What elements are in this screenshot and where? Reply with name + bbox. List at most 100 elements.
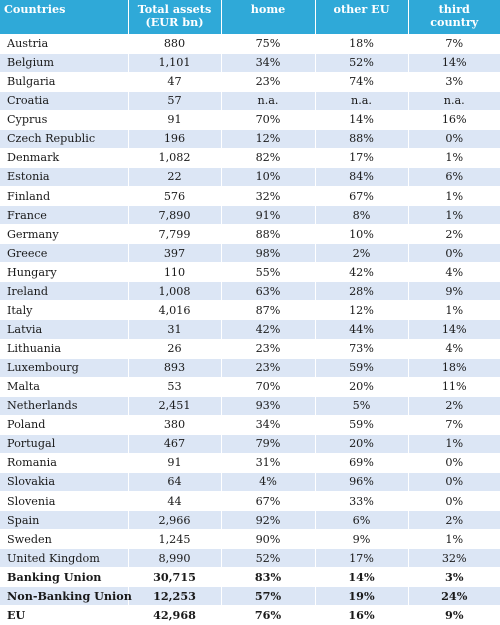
other-eu-cell: 5%	[315, 395, 409, 416]
third-country-cell: 2%	[408, 224, 500, 244]
third-country-cell: 2%	[408, 510, 500, 530]
country-cell: Spain	[0, 510, 129, 530]
other-eu-cell: 28%	[315, 281, 409, 301]
header-other-eu-label: other EU	[333, 2, 390, 16]
other-eu-cell: 2%	[315, 243, 409, 263]
table-row: Germany 7,799 88% 10% 2%	[0, 224, 500, 244]
country-cell: Italy	[0, 300, 129, 320]
table-row: Denmark 1,082 82% 17% 1%	[0, 147, 500, 168]
third-country-cell: 14%	[408, 52, 500, 73]
other-eu-cell: 10%	[315, 224, 409, 244]
total-assets-cell: 91	[128, 109, 222, 130]
country-cell: Croatia	[0, 90, 129, 111]
total-row: EU 42,968 76% 16% 9%	[0, 605, 500, 625]
country-cell: Malta	[0, 376, 129, 397]
other-eu-cell: 17%	[315, 147, 409, 168]
third-country-cell: 0%	[408, 243, 500, 263]
table-row: Italy 4,016 87% 12% 1%	[0, 300, 500, 320]
home-cell: 90%	[221, 529, 316, 549]
total-assets-cell: 7,890	[128, 205, 222, 225]
third-country-cell: 32%	[408, 548, 500, 568]
other-eu-cell: 96%	[315, 471, 409, 492]
total-assets-cell: 110	[128, 262, 222, 282]
third-country-cell: 3%	[408, 71, 500, 92]
total-assets-cell: 12,253	[128, 586, 222, 606]
table-row: Belgium 1,101 34% 52% 14%	[0, 52, 500, 73]
total-assets-cell: 44	[128, 490, 222, 511]
table-row: Hungary 110 55% 42% 4%	[0, 262, 500, 282]
country-cell: United Kingdom	[0, 548, 129, 568]
third-country-cell: 3%	[408, 567, 500, 587]
total-assets-cell: 196	[128, 128, 222, 149]
total-assets-cell: 1,101	[128, 52, 222, 73]
other-eu-cell: 19%	[315, 586, 409, 606]
home-cell: 88%	[221, 224, 316, 244]
third-country-cell: 4%	[408, 262, 500, 282]
home-cell: 10%	[221, 166, 316, 187]
home-cell: 23%	[221, 338, 316, 359]
third-country-cell: 7%	[408, 33, 500, 54]
total-assets-cell: 42,968	[128, 605, 222, 625]
country-cell: Luxembourg	[0, 357, 129, 378]
other-eu-cell: 17%	[315, 548, 409, 568]
other-eu-cell: 14%	[315, 109, 409, 130]
home-cell: 63%	[221, 281, 316, 301]
third-country-cell: 7%	[408, 414, 500, 435]
home-cell: 76%	[221, 605, 316, 625]
total-assets-cell: 31	[128, 319, 222, 339]
header-total-assets-line1: Total assets	[137, 2, 212, 16]
header-home: home	[221, 0, 316, 34]
home-cell: 87%	[221, 300, 316, 320]
third-country-cell: 2%	[408, 395, 500, 416]
other-eu-cell: 12%	[315, 300, 409, 320]
table-row: United Kingdom 8,990 52% 17% 32%	[0, 548, 500, 568]
other-eu-cell: 6%	[315, 510, 409, 530]
table-row: Latvia 31 42% 44% 14%	[0, 319, 500, 339]
total-assets-cell: 57	[128, 90, 222, 111]
header-countries-label: Countries	[4, 2, 66, 16]
country-cell: Banking Union	[0, 567, 129, 587]
header-third-country-line2: country	[430, 15, 479, 29]
total-assets-cell: 64	[128, 471, 222, 492]
home-cell: 32%	[221, 185, 316, 206]
total-assets-cell: 576	[128, 185, 222, 206]
third-country-cell: 6%	[408, 166, 500, 187]
country-cell: Germany	[0, 224, 129, 244]
total-assets-cell: 22	[128, 166, 222, 187]
total-assets-cell: 2,966	[128, 510, 222, 530]
total-assets-cell: 91	[128, 452, 222, 473]
header-other-eu: other EU	[315, 0, 409, 34]
third-country-cell: 0%	[408, 490, 500, 511]
home-cell: 82%	[221, 147, 316, 168]
home-cell: 31%	[221, 452, 316, 473]
total-assets-cell: 53	[128, 376, 222, 397]
home-cell: 93%	[221, 395, 316, 416]
total-assets-cell: 7,799	[128, 224, 222, 244]
header-total-assets-line2: (EUR bn)	[145, 15, 204, 29]
other-eu-cell: 20%	[315, 433, 409, 454]
home-cell: 57%	[221, 586, 316, 606]
third-country-cell: 24%	[408, 586, 500, 606]
table-row: Estonia 22 10% 84% 6%	[0, 166, 500, 187]
total-assets-cell: 8,990	[128, 548, 222, 568]
third-country-cell: 11%	[408, 376, 500, 397]
country-cell: Estonia	[0, 166, 129, 187]
home-cell: n.a.	[221, 90, 316, 111]
other-eu-cell: 84%	[315, 166, 409, 187]
country-cell: Romania	[0, 452, 129, 473]
home-cell: 92%	[221, 510, 316, 530]
table-row: Ireland 1,008 63% 28% 9%	[0, 281, 500, 301]
third-country-cell: 1%	[408, 205, 500, 225]
country-cell: Lithuania	[0, 338, 129, 359]
other-eu-cell: 9%	[315, 529, 409, 549]
country-cell: Greece	[0, 243, 129, 263]
home-cell: 70%	[221, 376, 316, 397]
table-row: Austria 880 75% 18% 7%	[0, 33, 500, 54]
home-cell: 52%	[221, 548, 316, 568]
country-cell: Bulgaria	[0, 71, 129, 92]
table-row: Malta 53 70% 20% 11%	[0, 376, 500, 397]
total-assets-cell: 467	[128, 433, 222, 454]
home-cell: 83%	[221, 567, 316, 587]
table-row: Lithuania 26 23% 73% 4%	[0, 338, 500, 359]
